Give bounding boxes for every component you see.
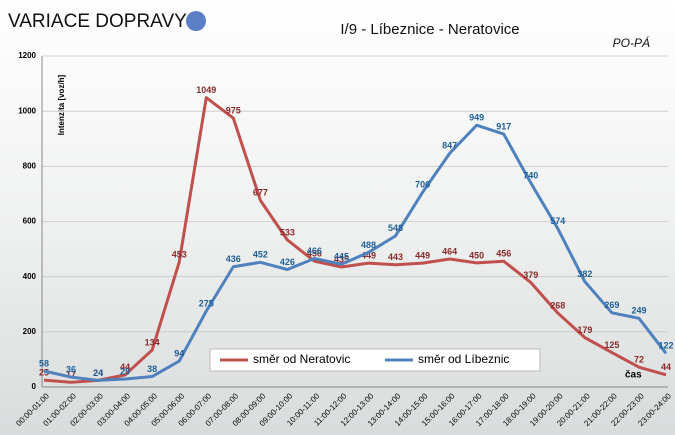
data-label: 426 [280,257,295,267]
chart-subtitle: I/9 - Líbeznice - Neratovice [340,21,519,38]
data-label: 449 [415,251,430,261]
y-tick-label: 0 [32,382,37,391]
y-tick-label: 400 [23,272,37,281]
y-axis-label: Intenzita [voz/h] [57,74,66,135]
data-label: 574 [550,216,565,226]
data-label: 122 [658,341,673,351]
y-tick-label: 1000 [18,106,36,115]
data-label: 379 [523,270,538,280]
data-label: 382 [577,269,592,279]
data-label: 488 [361,240,376,250]
chart-title: VARIACE DOPRAVY [8,11,187,32]
data-label: 179 [577,325,592,335]
data-label: 436 [226,254,241,264]
legend-label: směr od Neratovic [253,352,350,366]
data-label: 548 [388,223,403,233]
data-label: 1049 [196,85,216,95]
data-label: 58 [39,358,49,368]
data-label: 464 [442,246,457,256]
data-label: 36 [66,364,76,374]
data-label: 443 [388,252,403,262]
y-tick-label: 600 [23,217,37,226]
data-label: 453 [172,249,187,259]
data-label: 268 [550,300,565,310]
data-label: 847 [442,141,457,151]
data-label: 275 [199,299,214,309]
data-label: 975 [226,105,241,115]
y-tick-label: 1200 [18,51,36,60]
data-label: 917 [496,121,511,131]
data-label: 740 [523,170,538,180]
data-label: 38 [147,364,157,374]
data-label: 269 [604,300,619,310]
x-axis-label: čas [625,370,642,381]
note: PO-PÁ [613,35,650,50]
data-label: 24 [93,368,103,378]
data-label: 44 [661,362,671,372]
data-label: 533 [280,227,295,237]
data-label: 94 [174,348,184,358]
data-label: 445 [334,252,349,262]
icon [186,11,206,31]
data-label: 72 [634,355,644,365]
data-label: 450 [469,250,484,260]
legend-label: směr od Líbeznic [418,352,509,366]
chart: VARIACE DOPRAVY I/9 - Líbeznice - Nerato… [0,0,675,435]
data-label: 134 [145,337,160,347]
data-label: 249 [631,306,646,316]
y-tick-label: 200 [23,327,37,336]
data-label: 466 [307,246,322,256]
data-label: 706 [415,180,430,190]
data-label: 677 [253,188,268,198]
page: VARIACE DOPRAVY I/9 - Líbeznice - Nerato… [0,0,675,435]
data-label: 452 [253,250,268,260]
data-label: 949 [469,113,484,123]
data-label: 456 [496,249,511,259]
data-label: 125 [604,340,619,350]
data-label: 29 [120,366,130,376]
y-tick-label: 800 [23,161,37,170]
